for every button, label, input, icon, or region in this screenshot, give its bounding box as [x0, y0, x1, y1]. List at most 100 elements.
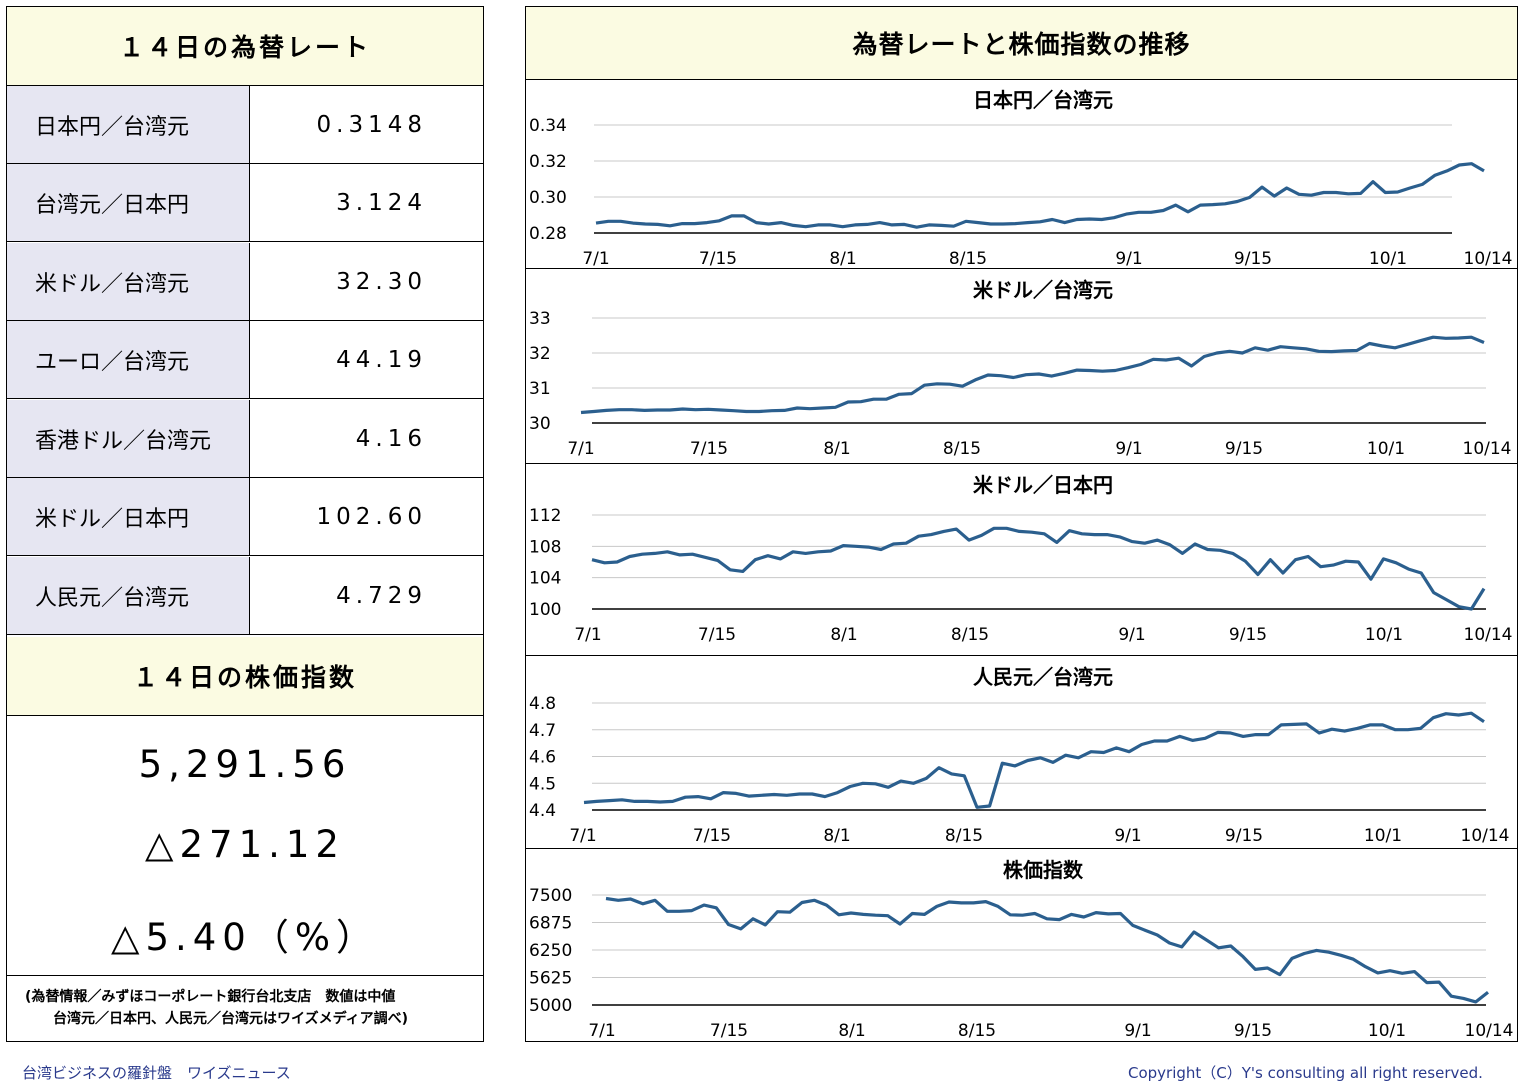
- x-tick-label: 8/15: [943, 439, 981, 459]
- x-tick-label: 8/1: [829, 249, 856, 269]
- x-tick-label: 9/1: [1114, 826, 1141, 846]
- x-tick-label: 7/1: [588, 1021, 615, 1041]
- rate-value: 4.729: [336, 582, 427, 609]
- y-tick-label: 33: [529, 309, 551, 329]
- x-tick-label: 9/15: [1234, 249, 1272, 269]
- y-tick-label: 4.7: [529, 721, 556, 741]
- chart-5: 株価指数 7500 6875 6250 5625 5000 7/1 7/15 8/1 8/15 9/…: [529, 858, 1514, 1041]
- chart-title: 人民元／台湾元: [973, 665, 1113, 689]
- x-tick-label: 7/15: [698, 625, 736, 645]
- x-tick-label: 8/15: [958, 1021, 996, 1041]
- y-tick-label: 5000: [529, 996, 572, 1016]
- chart-1: 日本円／台湾元 0.34 0.32 0.30 0.28 7/1 7/15 8/1 8/15 9/1…: [526, 88, 1517, 269]
- chart-title: 日本円／台湾元: [973, 88, 1113, 112]
- x-tick-label: 10/1: [1367, 439, 1405, 459]
- series-line: [591, 526, 1486, 611]
- y-tick-label: 0.34: [529, 116, 567, 136]
- rate-label: ユーロ／台湾元: [7, 321, 250, 398]
- x-tick-label: 10/14: [1463, 439, 1512, 459]
- x-tick-label: 10/14: [1464, 625, 1513, 645]
- y-tick-label: 112: [529, 506, 561, 526]
- x-tick-label: 7/1: [569, 826, 596, 846]
- rate-row: 日本円／台湾元 0.3148: [7, 86, 483, 164]
- charts-panel-title: 為替レートと株価指数の推移: [526, 7, 1517, 80]
- rate-value: 4.16: [355, 425, 427, 452]
- x-tick-label: 9/1: [1115, 439, 1142, 459]
- rate-label: 台湾元／日本円: [7, 164, 250, 241]
- y-tick-label: 31: [529, 379, 551, 399]
- y-tick-label: 32: [529, 344, 551, 364]
- x-tick-label: 8/15: [951, 625, 989, 645]
- x-tick-label: 10/1: [1369, 249, 1407, 269]
- rate-value: 0.3148: [316, 111, 427, 138]
- x-tick-label: 10/14: [1461, 826, 1510, 846]
- x-tick-label: 8/1: [838, 1021, 865, 1041]
- series-line: [595, 162, 1485, 229]
- rate-row: 人民元／台湾元 4.729: [7, 557, 483, 635]
- series-line: [583, 711, 1485, 809]
- rate-label: 香港ドル／台湾元: [7, 400, 250, 477]
- chart-3: 米ドル／日本円 112 108 104 100 7/1 7/15 8/1 8/15 9/1 9/15…: [526, 473, 1517, 656]
- rate-label: 米ドル／台湾元: [7, 243, 250, 320]
- y-tick-label: 4.4: [529, 801, 556, 821]
- chart-title: 米ドル／日本円: [973, 473, 1113, 497]
- rate-row: ユーロ／台湾元 44.19: [7, 321, 483, 399]
- x-tick-label: 7/1: [582, 249, 609, 269]
- x-tick-label: 8/15: [949, 249, 987, 269]
- stock-panel-title: １４日の株価指数: [7, 637, 483, 716]
- x-tick-label: 10/1: [1364, 826, 1402, 846]
- charts-panel: 為替レートと株価指数の推移 日本円／台湾元 0.34 0.32 0.30 0.28 7/1…: [525, 6, 1518, 1042]
- y-tick-label: 104: [529, 569, 561, 589]
- x-tick-label: 10/1: [1365, 625, 1403, 645]
- y-tick-label: 30: [529, 414, 551, 434]
- x-tick-label: 7/1: [567, 439, 594, 459]
- stock-change-percent: △5.40（%）: [111, 916, 379, 959]
- x-tick-label: 7/15: [693, 826, 731, 846]
- footer-brand: 台湾ビジネスの羅針盤 ワイズニュース: [22, 1064, 291, 1082]
- x-tick-label: 9/15: [1225, 826, 1263, 846]
- x-tick-label: 9/15: [1229, 625, 1267, 645]
- y-tick-label: 4.8: [529, 694, 556, 714]
- x-tick-label: 9/1: [1124, 1021, 1151, 1041]
- chart-2: 米ドル／台湾元 33 32 31 30 7/1 7/15 8/1 8/15 9/1 9/15 10/1…: [526, 278, 1517, 464]
- x-tick-label: 8/15: [945, 826, 983, 846]
- y-tick-label: 108: [529, 537, 561, 557]
- rate-row: 米ドル／日本円 102.60: [7, 478, 483, 556]
- x-tick-label: 7/15: [710, 1021, 748, 1041]
- stock-index-value: 5,291.56: [138, 743, 352, 786]
- source-note: (為替情報／みずほコーポレート銀行台北支店 数値は中値 台湾元／日本円、人民元／…: [7, 975, 483, 1043]
- chart-title: 株価指数: [1003, 858, 1084, 882]
- x-tick-label: 9/15: [1225, 439, 1263, 459]
- y-tick-label: 0.30: [529, 188, 567, 208]
- rate-label: 日本円／台湾元: [7, 86, 250, 163]
- rate-value: 3.124: [336, 189, 427, 216]
- rate-label: 人民元／台湾元: [7, 557, 250, 634]
- x-tick-label: 8/1: [830, 625, 857, 645]
- series-line: [605, 896, 1489, 1004]
- y-tick-label: 5625: [529, 969, 572, 989]
- x-tick-label: 8/1: [823, 439, 850, 459]
- rates-panel-title: １４日の為替レート: [7, 7, 483, 86]
- rates-panel: １４日の為替レート 日本円／台湾元 0.3148 台湾元／日本円 3.124 米…: [6, 6, 484, 1042]
- x-tick-label: 7/1: [574, 625, 601, 645]
- x-tick-label: 9/1: [1115, 249, 1142, 269]
- x-tick-label: 7/15: [699, 249, 737, 269]
- rate-value: 44.19: [336, 346, 427, 373]
- source-note-line: 台湾元／日本円、人民元／台湾元はワイズメディア調べ): [39, 1011, 408, 1027]
- y-tick-label: 6875: [529, 914, 572, 934]
- x-tick-label: 9/1: [1118, 625, 1145, 645]
- chart-title: 米ドル／台湾元: [973, 278, 1113, 302]
- y-tick-label: 6250: [529, 941, 572, 961]
- rate-label: 米ドル／日本円: [7, 478, 250, 555]
- y-tick-label: 4.5: [529, 774, 556, 794]
- x-tick-label: 9/15: [1234, 1021, 1272, 1041]
- rate-row: 台湾元／日本円 3.124: [7, 164, 483, 242]
- rate-value: 102.60: [316, 503, 427, 530]
- source-note-line: (為替情報／みずほコーポレート銀行台北支店 数値は中値: [25, 989, 396, 1005]
- rate-value: 32.30: [336, 268, 427, 295]
- chart-4: 人民元／台湾元 4.8 4.7 4.6 4.5 4.4 7/1 7/15 8/1 8/15 9/1 9…: [526, 665, 1517, 849]
- y-tick-label: 7500: [529, 886, 572, 906]
- footer-copyright: Copyright（C）Y's consulting all right res…: [1128, 1064, 1483, 1082]
- x-tick-label: 10/14: [1465, 1021, 1514, 1041]
- series-line: [580, 335, 1485, 415]
